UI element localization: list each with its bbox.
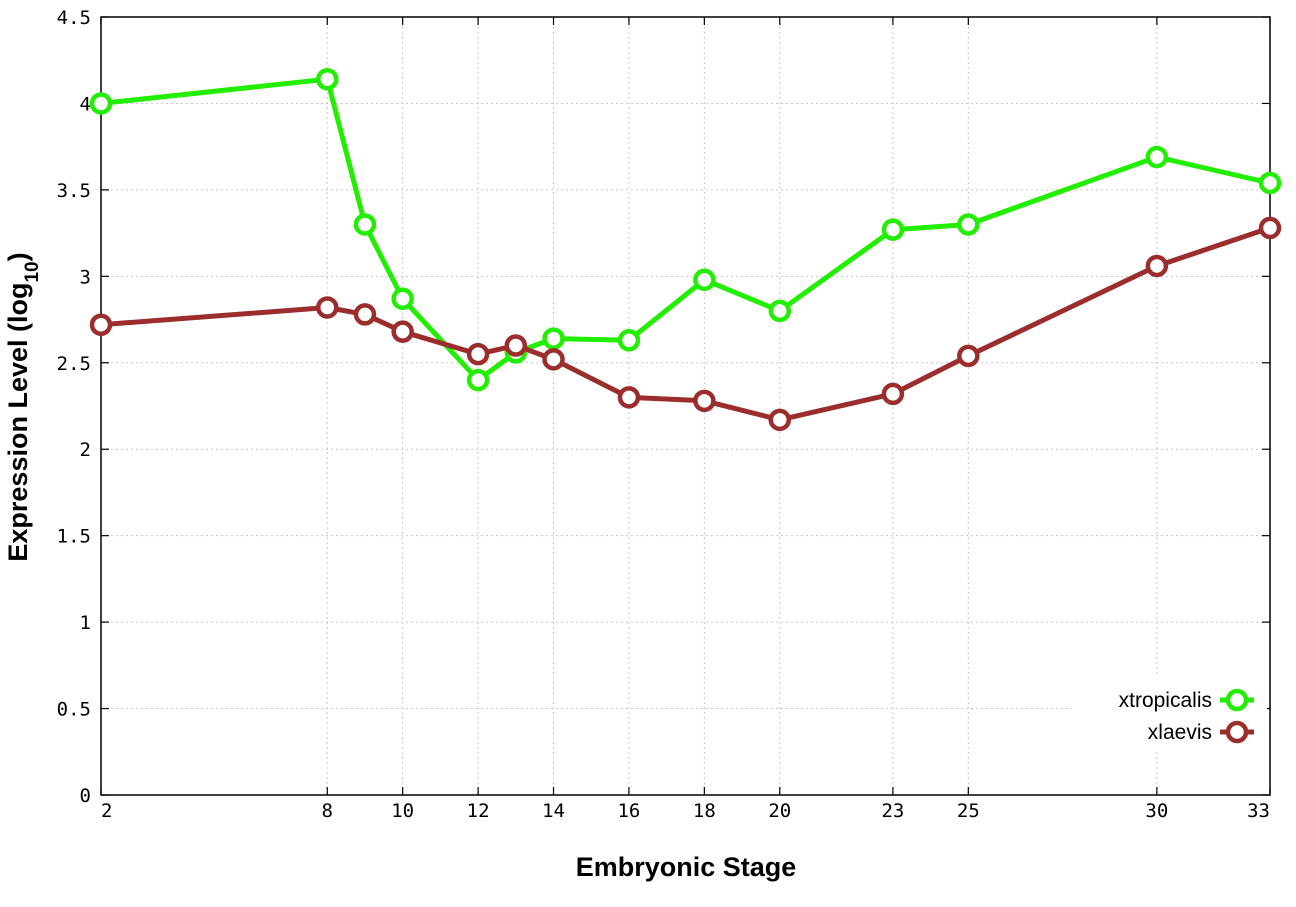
data-point-xlaevis xyxy=(89,313,113,336)
x-tick-label: 16 xyxy=(617,800,640,822)
series-xlaevis xyxy=(89,216,1282,432)
y-tick-label: 3.5 xyxy=(57,180,91,202)
data-point-xtropicalis xyxy=(617,329,641,352)
series-xtropicalis xyxy=(89,67,1282,392)
legend-marker-xlaevis xyxy=(1225,720,1249,744)
y-axis-title: Expression Level (log10) xyxy=(3,252,43,561)
data-point-xlaevis xyxy=(1145,254,1169,278)
x-tick-label: 30 xyxy=(1145,800,1168,822)
x-tick-label: 2 xyxy=(101,800,112,822)
x-tick-label: 18 xyxy=(693,800,716,822)
legend-marker-xtropicalis xyxy=(1225,688,1249,712)
data-point-xtropicalis xyxy=(1258,171,1282,195)
x-tick-label: 10 xyxy=(391,800,414,822)
x-tick-label: 20 xyxy=(768,800,791,822)
legend: xtropicalis xlaevis xyxy=(1072,676,1267,752)
data-point-xtropicalis xyxy=(353,213,377,236)
data-point-xtropicalis xyxy=(316,67,339,91)
y-tick-label: 2 xyxy=(80,439,91,461)
data-point-xlaevis xyxy=(881,382,905,406)
data-point-xtropicalis xyxy=(466,368,490,392)
data-point-xtropicalis xyxy=(1145,145,1169,169)
data-point-xlaevis xyxy=(391,320,414,343)
x-tick-label: 12 xyxy=(467,800,490,822)
plot-frame xyxy=(100,16,1271,796)
data-point-xtropicalis xyxy=(391,287,414,311)
data-point-xlaevis xyxy=(466,342,490,366)
data-point-xlaevis xyxy=(316,296,339,319)
y-tick-label: 0 xyxy=(80,785,91,807)
y-tick-label: 0.5 xyxy=(57,699,91,721)
data-point-xtropicalis xyxy=(542,327,565,350)
y-tick-label: 1.5 xyxy=(57,526,91,548)
y-tick-label: 2.5 xyxy=(57,353,91,375)
axes: 0 0.5 1 1.5 2 2.5 3 3.5 4 4.5 2 8 10 12 14 16 18 20 23 25 30… xyxy=(57,7,1271,822)
x-tick-label: 8 xyxy=(322,800,333,822)
series-line-xtropicalis xyxy=(100,76,1271,383)
y-axis-title-subscript: 10 xyxy=(22,261,43,282)
y-axis-title-main: Expression Level (log xyxy=(3,283,33,562)
series-line-xlaevis xyxy=(100,225,1271,423)
y-tick-label: 3 xyxy=(80,266,91,288)
x-tick-label: 33 xyxy=(1247,800,1270,822)
data-point-xlaevis xyxy=(353,303,377,326)
data-point-xlaevis xyxy=(542,348,565,371)
y-tick-label: 4.5 xyxy=(57,7,91,29)
series-layer xyxy=(89,67,1282,432)
x-axis-title: Embryonic Stage xyxy=(576,852,797,882)
y-axis-title-close: ) xyxy=(3,252,33,261)
data-point-xtropicalis xyxy=(89,92,113,115)
x-tick-label: 23 xyxy=(881,800,904,822)
y-tick-label: 1 xyxy=(80,612,91,634)
data-point-xtropicalis xyxy=(768,299,792,323)
data-point-xtropicalis xyxy=(693,268,716,292)
x-tick-label: 14 xyxy=(542,800,565,822)
data-point-xlaevis xyxy=(693,389,716,413)
data-point-xlaevis xyxy=(768,408,792,432)
data-point-xlaevis xyxy=(617,386,641,409)
data-point-xtropicalis xyxy=(881,218,905,241)
data-point-xlaevis xyxy=(957,344,980,368)
data-point-xtropicalis xyxy=(957,213,980,236)
data-point-xlaevis xyxy=(1258,216,1282,240)
legend-label-xtropicalis: xtropicalis xyxy=(1119,689,1212,712)
legend-label-xlaevis: xlaevis xyxy=(1148,721,1212,744)
y-tick-label: 4 xyxy=(80,93,91,115)
data-point-xlaevis xyxy=(504,334,528,357)
x-tick-label: 25 xyxy=(957,800,980,822)
